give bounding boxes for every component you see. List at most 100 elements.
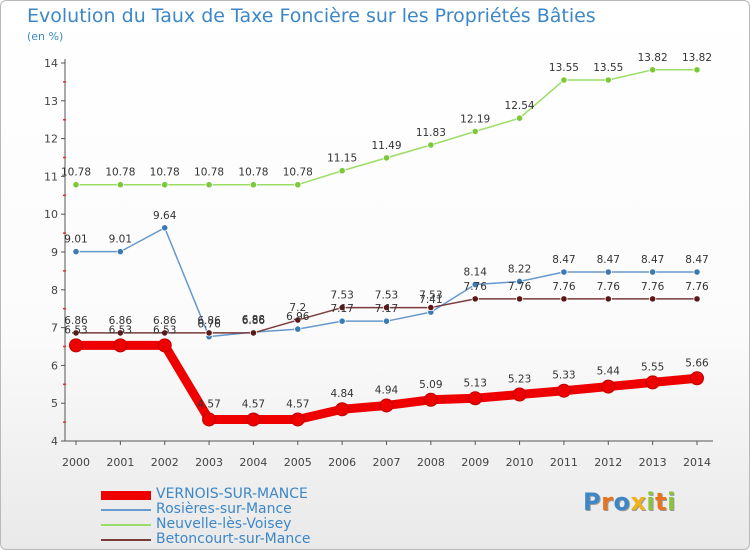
data-label: 4.57 (242, 398, 265, 410)
y-tick-label: 9 (51, 246, 58, 259)
data-point-vernois-sur-mance (335, 402, 350, 417)
data-point-rosieres-sur-mance (693, 268, 701, 276)
data-label: 11.15 (327, 153, 357, 165)
data-label: 9.64 (153, 210, 177, 222)
data-label: 5.66 (685, 357, 709, 369)
legend-swatch (101, 539, 151, 541)
data-label: 6.88 (242, 314, 265, 326)
data-point-betoncourt-sur-mance (338, 303, 346, 312)
data-label: 13.55 (593, 62, 623, 74)
data-point-betoncourt-sur-mance (382, 303, 391, 312)
data-label: 6.53 (109, 324, 132, 336)
x-tick-label: 2009 (461, 456, 489, 469)
data-label: 7.76 (685, 281, 709, 293)
data-point-rosieres-sur-mance (338, 317, 346, 325)
x-tick-label: 2010 (506, 456, 534, 469)
data-point-betoncourt-sur-mance (515, 295, 524, 303)
x-tick-label: 2007 (373, 456, 401, 469)
data-label: 13.55 (549, 62, 579, 74)
data-label: 7.17 (375, 303, 398, 315)
data-label: 5.23 (508, 374, 531, 386)
data-label: 12.54 (505, 100, 535, 112)
data-label: 11.49 (371, 140, 401, 152)
legend-label: Betoncourt-sur-Mance (156, 531, 311, 547)
data-label: 9.01 (109, 234, 132, 246)
data-point-neuvelle-les-voisey (471, 127, 479, 136)
data-label: 4.84 (330, 388, 354, 400)
data-label: 7.76 (597, 281, 621, 293)
data-point-vernois-sur-mance (601, 379, 616, 394)
data-label: 10.78 (194, 167, 224, 179)
data-label: 7.2 (289, 302, 306, 314)
data-point-vernois-sur-mance (69, 338, 83, 353)
data-point-vernois-sur-mance (290, 412, 305, 427)
data-label: 7.53 (375, 290, 398, 302)
y-tick-label: 11 (44, 170, 58, 183)
x-tick-label: 2014 (683, 456, 711, 469)
y-tick-label: 7 (51, 322, 58, 335)
data-label: 5.44 (597, 366, 621, 378)
data-label: 8.22 (508, 263, 531, 275)
data-point-betoncourt-sur-mance (161, 329, 169, 337)
data-label: 10.78 (283, 167, 313, 179)
data-point-neuvelle-les-voisey (249, 181, 258, 189)
data-point-betoncourt-sur-mance (604, 295, 612, 303)
data-point-vernois-sur-mance (468, 391, 483, 406)
data-point-betoncourt-sur-mance (72, 329, 80, 337)
legend-label: Neuvelle-lès-Voisey (156, 516, 292, 532)
data-point-vernois-sur-mance (157, 338, 172, 353)
legend-swatch (101, 524, 151, 526)
data-label: 6.53 (153, 324, 176, 336)
data-point-betoncourt-sur-mance (649, 295, 657, 303)
data-label: 13.82 (638, 52, 668, 64)
x-tick-label: 2001 (106, 456, 134, 469)
x-tick-label: 2008 (417, 456, 445, 469)
data-point-vernois-sur-mance (202, 412, 217, 427)
data-point-betoncourt-sur-mance (205, 329, 213, 337)
data-label: 4.94 (375, 384, 399, 396)
x-tick-label: 2012 (594, 456, 622, 469)
data-point-neuvelle-les-voisey (382, 154, 391, 162)
data-label: 4.57 (197, 398, 220, 410)
data-point-vernois-sur-mance (690, 371, 704, 386)
data-label: 9.01 (64, 234, 87, 246)
data-point-vernois-sur-mance (423, 392, 438, 407)
data-point-rosieres-sur-mance (116, 248, 124, 256)
data-point-rosieres-sur-mance (604, 268, 612, 276)
data-label: 10.78 (105, 167, 135, 179)
series-layer (69, 66, 704, 427)
data-point-neuvelle-les-voisey (205, 181, 213, 189)
data-point-neuvelle-les-voisey (604, 76, 612, 84)
data-point-betoncourt-sur-mance (427, 303, 435, 312)
legend-label: VERNOIS-SUR-MANCE (156, 486, 308, 502)
data-label: 6.86 (242, 315, 266, 327)
y-tick-label: 8 (51, 284, 58, 297)
data-point-neuvelle-les-voisey (649, 66, 657, 74)
legend-swatch (101, 509, 151, 511)
data-point-betoncourt-sur-mance (560, 295, 568, 303)
data-label: 8.14 (464, 267, 488, 279)
data-label: 7.41 (419, 294, 442, 306)
y-tick-label: 4 (51, 435, 58, 448)
y-tick-label: 10 (44, 208, 58, 221)
data-label: 4.57 (286, 398, 309, 410)
data-label: 7.76 (508, 281, 532, 293)
data-point-rosieres-sur-mance (649, 268, 657, 276)
chart-unit-label: (en %) (27, 30, 64, 43)
data-label: 8.47 (552, 254, 575, 266)
data-point-vernois-sur-mance (379, 398, 394, 413)
data-label: 7.53 (419, 290, 442, 302)
data-point-rosieres-sur-mance (560, 268, 568, 276)
y-tick-label: 6 (51, 359, 58, 372)
x-tick-label: 2004 (239, 456, 267, 469)
data-label: 11.83 (416, 127, 446, 139)
data-point-vernois-sur-mance (512, 387, 527, 402)
x-tick-label: 2000 (62, 456, 90, 469)
data-point-neuvelle-les-voisey (116, 181, 124, 189)
y-tick-label: 5 (51, 397, 58, 410)
data-point-betoncourt-sur-mance (249, 329, 258, 337)
data-label: 5.13 (464, 377, 487, 389)
x-tick-label: 2002 (151, 456, 179, 469)
